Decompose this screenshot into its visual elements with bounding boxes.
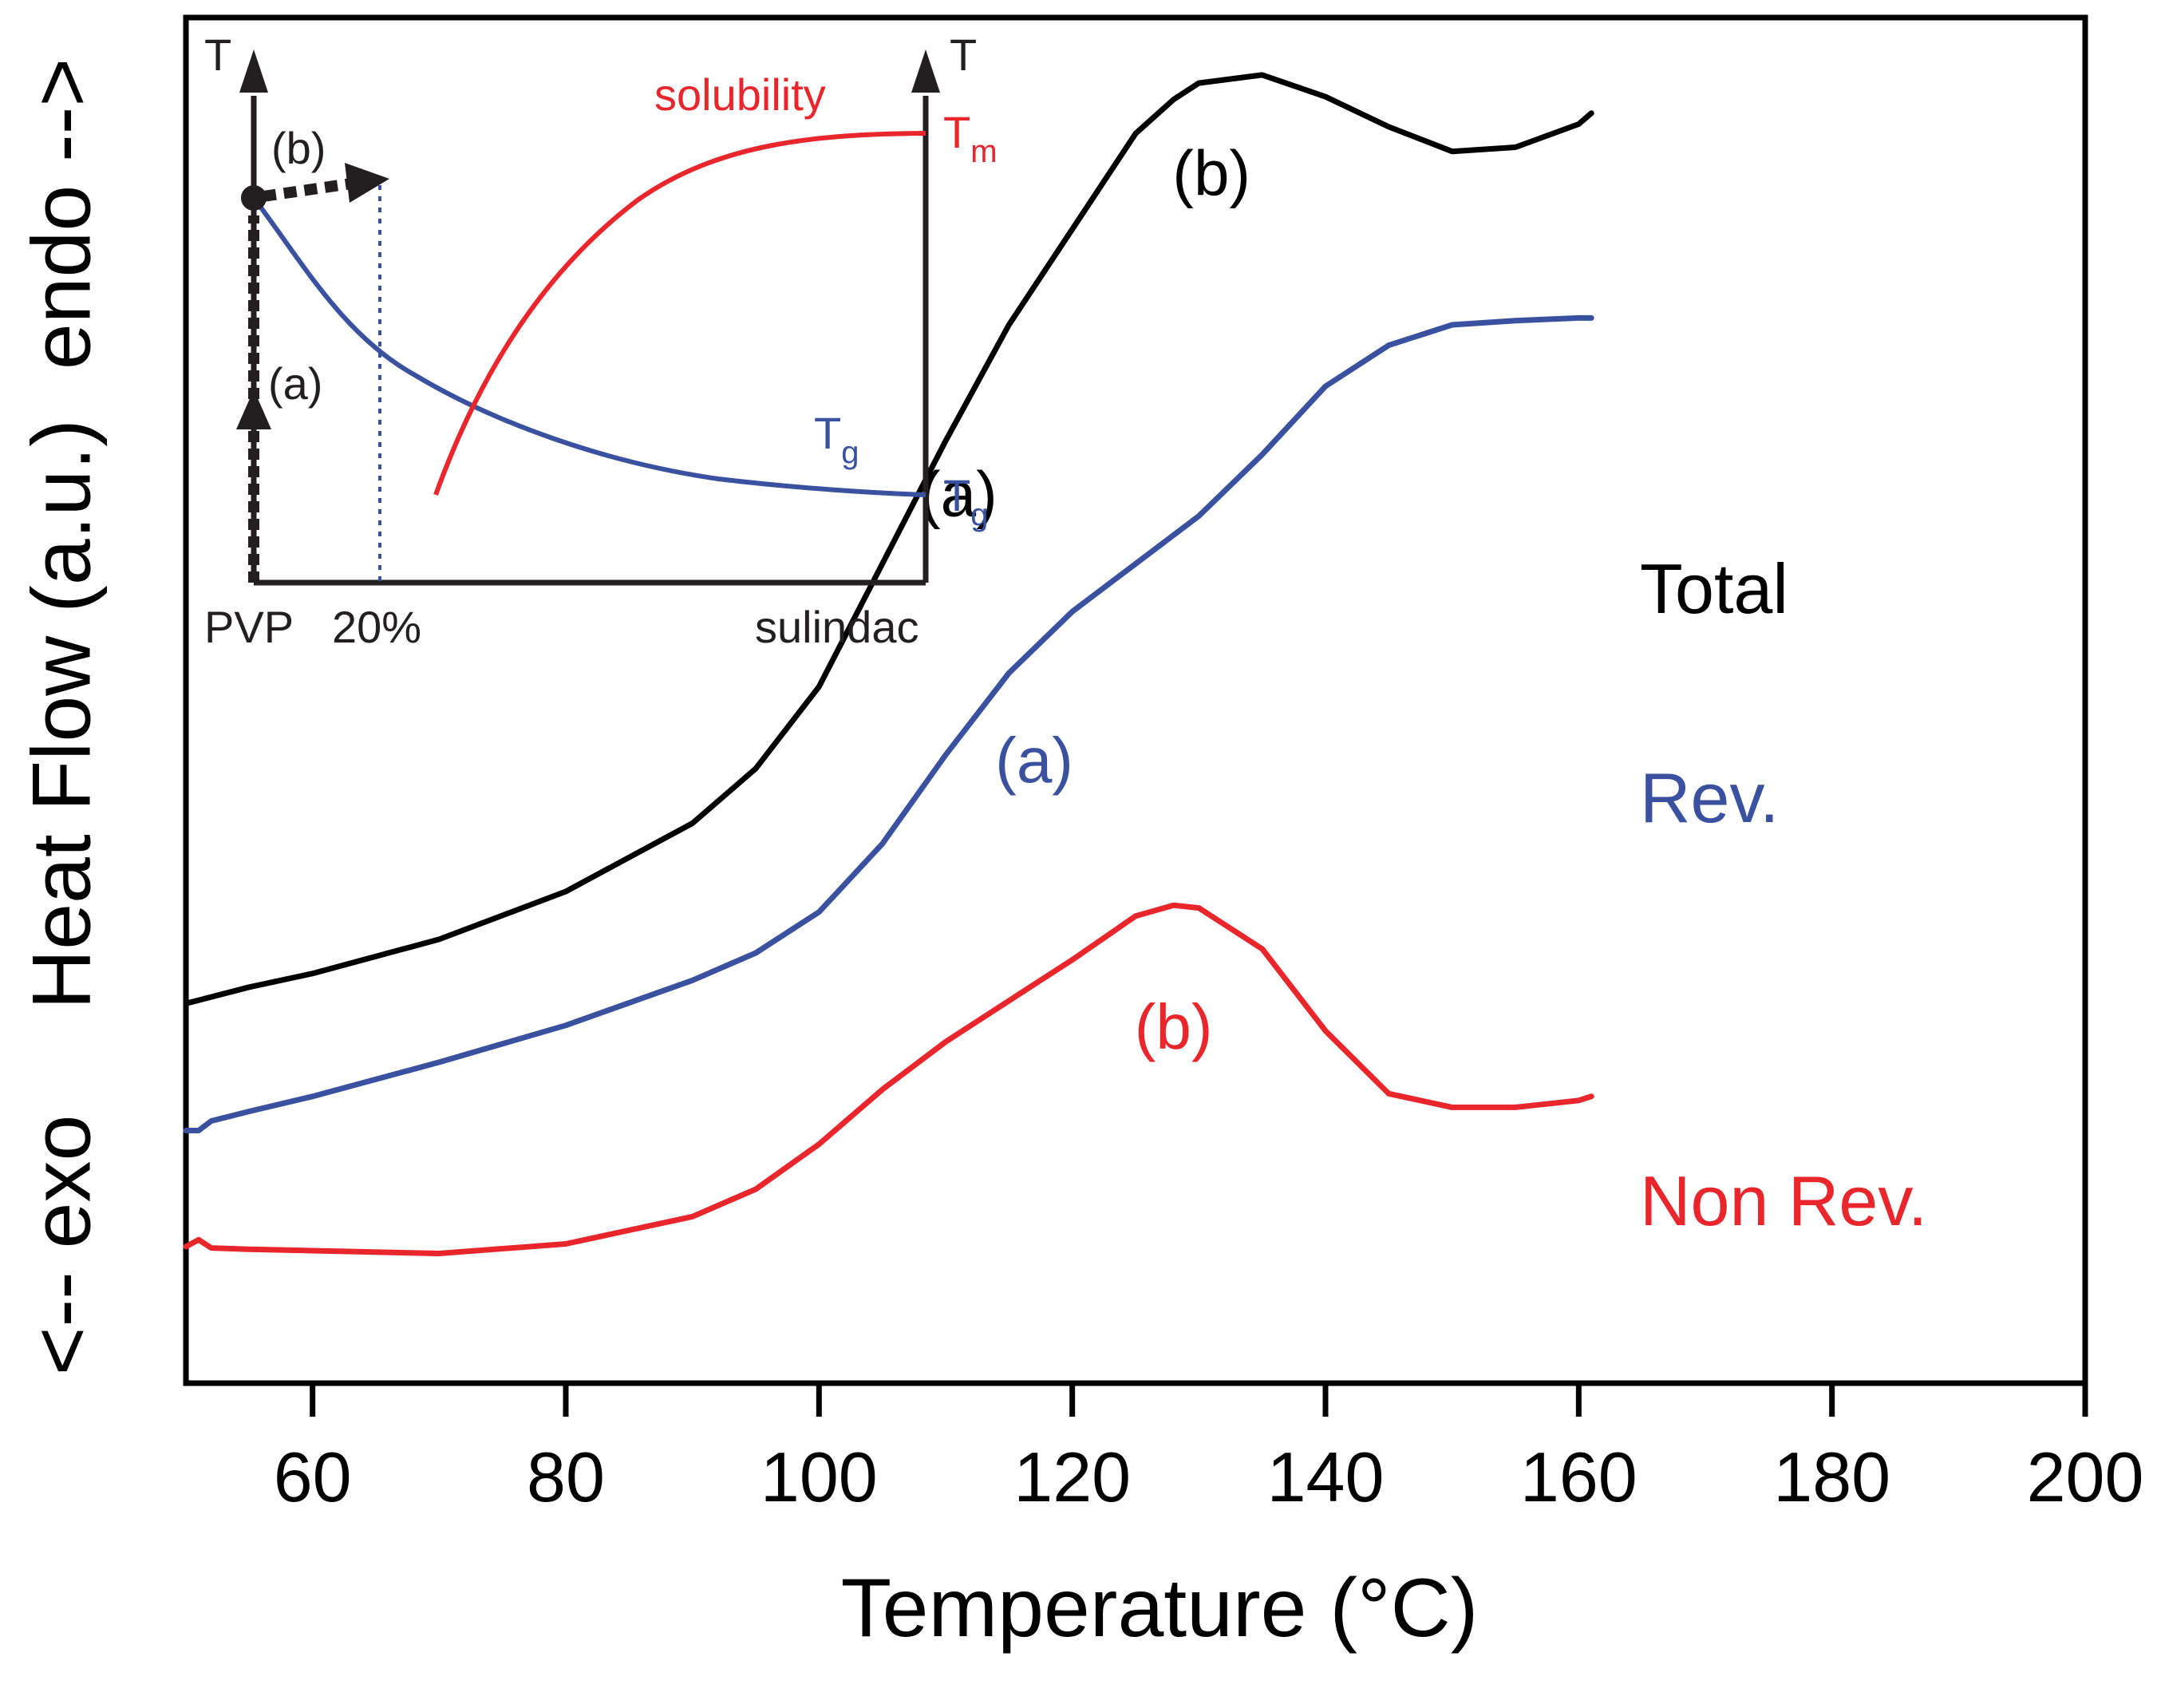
inset-20-percent-label: 20% xyxy=(332,602,421,652)
x-tick-label: 120 xyxy=(1013,1437,1131,1516)
x-tick-label: 60 xyxy=(274,1437,352,1516)
inset-left-t-label: T xyxy=(204,30,231,80)
inset-tm-label: Tm xyxy=(943,107,998,169)
inset-pvp-label: PVP xyxy=(204,602,294,652)
x-tick-label: 160 xyxy=(1520,1437,1638,1516)
inset-solubility-curve xyxy=(433,131,926,496)
inset-path-b-label: (b) xyxy=(271,123,326,173)
annotation-label: (b) xyxy=(1135,991,1213,1062)
series-label: Total xyxy=(1640,549,1788,628)
inset-path-a-arrowhead xyxy=(236,389,271,429)
inset-tg-right-label: Tg xyxy=(943,470,988,532)
x-tick-label: 80 xyxy=(527,1437,605,1516)
inset-sulindac-label: sulindac xyxy=(755,602,919,652)
x-ticks: 60 80 100 120 140 160 180 200 xyxy=(274,1383,2144,1516)
inset-tg-point xyxy=(241,185,267,211)
inset-right-axis-arrowhead xyxy=(911,49,940,93)
y-axis-title-heat-flow: Heat Flow (a.u.) xyxy=(15,419,108,1010)
plot-frame xyxy=(183,14,2088,1386)
inset-solubility-label: solubility xyxy=(654,69,826,120)
inset-phase-diagram: T T solubility Tm Tg Tg (b) (a) PVP 20% … xyxy=(204,30,998,652)
x-tick-label: 140 xyxy=(1267,1437,1385,1516)
inset-left-axis-arrowhead xyxy=(239,49,268,93)
y-axis-title-endo: endo --> xyxy=(15,58,108,370)
inset-path-a-label: (a) xyxy=(268,358,322,409)
x-tick-label: 180 xyxy=(1773,1437,1890,1516)
inset-right-t-label: T xyxy=(950,30,977,80)
series-label: Non Rev. xyxy=(1640,1161,1927,1240)
series-line-rev- xyxy=(183,314,1594,1133)
x-tick-label: 100 xyxy=(760,1437,878,1516)
series-label: Rev. xyxy=(1640,758,1779,837)
annotation-label: (b) xyxy=(1172,137,1250,208)
inset-path-b-arrow xyxy=(262,178,353,202)
y-axis-title-exo: <-- exo xyxy=(15,1115,108,1376)
x-axis-title: Temperature (°C) xyxy=(841,1562,1479,1655)
series-line-non-rev- xyxy=(183,902,1594,1256)
annotation-label: (a) xyxy=(995,725,1073,796)
y-axis-title: <-- exo Heat Flow (a.u.) endo --> xyxy=(15,58,108,1375)
annotation-label: (a) xyxy=(919,459,998,530)
annotation-layer: (a) (b) (a) (b) xyxy=(919,137,1250,1062)
inset-path-b-arrowhead xyxy=(345,163,389,203)
x-tick-label: 200 xyxy=(2027,1437,2144,1516)
series-line-total xyxy=(183,72,1594,1006)
series-layer: Total Rev. Non Rev. xyxy=(183,72,1927,1256)
inset-tg-curve xyxy=(251,196,926,497)
inset-tg-label: Tg xyxy=(814,408,859,470)
